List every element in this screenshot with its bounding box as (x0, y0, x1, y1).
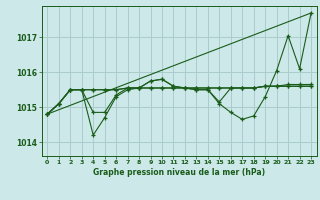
X-axis label: Graphe pression niveau de la mer (hPa): Graphe pression niveau de la mer (hPa) (93, 168, 265, 177)
